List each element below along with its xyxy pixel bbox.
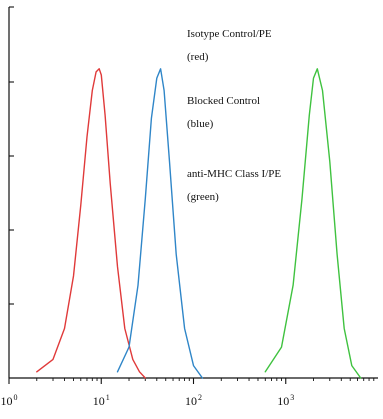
x-tick-label: 103 bbox=[277, 393, 294, 408]
histogram-series-line bbox=[116, 68, 204, 379]
x-tick-label: 100 bbox=[1, 393, 18, 408]
histogram-series-line bbox=[36, 68, 146, 379]
x-axis-tick-labels: 100 101 102 103 bbox=[1, 393, 295, 408]
histogram-series-line bbox=[264, 68, 362, 379]
isotype-control-color-label: (red) bbox=[187, 51, 209, 63]
blocked-control-label: Blocked Control bbox=[187, 95, 260, 107]
anti-mhc-color-label: (green) bbox=[187, 191, 219, 203]
y-axis-ticks bbox=[9, 6, 14, 305]
x-axis-ticks bbox=[8, 378, 375, 384]
blocked-control-color-label: (blue) bbox=[187, 118, 214, 130]
series-layer bbox=[36, 68, 362, 379]
anti-mhc-label: anti-MHC Class I/PE bbox=[187, 168, 281, 180]
isotype-control-label: Isotype Control/PE bbox=[187, 28, 272, 40]
x-tick-label: 101 bbox=[93, 393, 110, 408]
x-tick-label: 102 bbox=[185, 393, 202, 408]
